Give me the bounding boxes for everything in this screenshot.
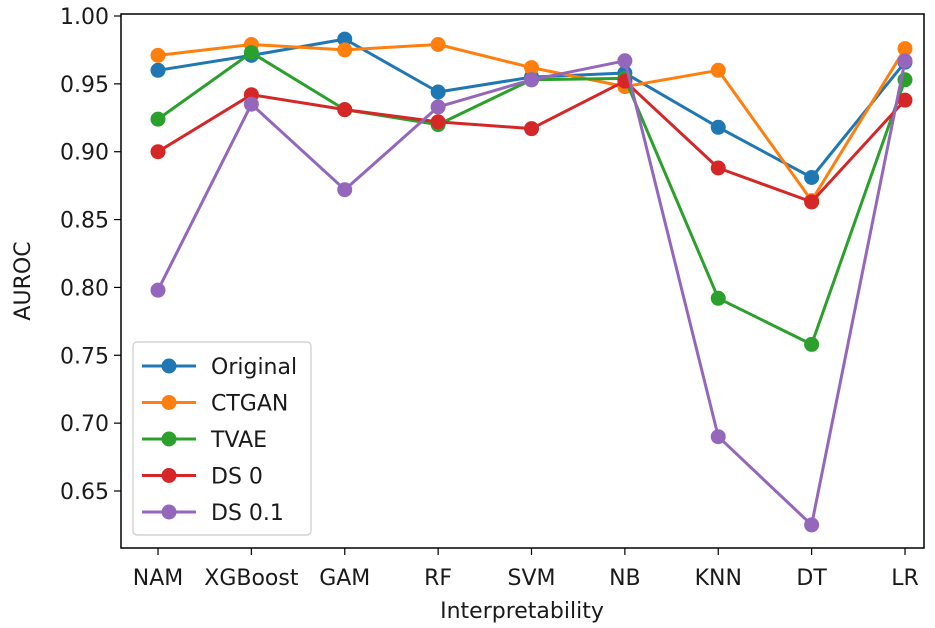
x-tick-label: GAM xyxy=(319,566,370,591)
x-axis-label: Interpretability xyxy=(440,599,604,624)
data-point xyxy=(337,182,353,198)
x-tick-label: LR xyxy=(891,566,919,591)
data-point xyxy=(524,60,539,76)
y-tick-label: 0.65 xyxy=(60,480,109,505)
legend: Original CTGAN TVAE DS 0 DS 0.1 xyxy=(132,341,312,536)
y-tick-label: 0.75 xyxy=(60,344,109,369)
legend-swatch-marker xyxy=(161,395,177,410)
data-point xyxy=(150,282,166,298)
data-point xyxy=(897,92,913,108)
y-tick-label: 0.90 xyxy=(60,141,109,166)
y-tick-label: 0.70 xyxy=(60,412,109,437)
data-point xyxy=(804,336,820,352)
data-point xyxy=(337,31,353,47)
legend-label: DS 0 xyxy=(211,465,263,490)
legend-swatch-marker xyxy=(161,468,177,483)
x-tick-label: XGBoost xyxy=(204,566,299,591)
data-point xyxy=(150,62,166,78)
x-tick-label: NB xyxy=(609,566,641,591)
y-axis-ticks: 0.65 0.70 0.75 0.80 0.85 0.90 0.95 1.00 xyxy=(60,5,121,505)
data-point xyxy=(243,96,259,112)
legend-swatch-marker xyxy=(161,504,177,520)
data-point xyxy=(430,84,446,100)
data-point xyxy=(710,119,726,135)
y-tick-label: 0.95 xyxy=(60,73,109,98)
data-point xyxy=(710,290,726,306)
x-tick-label: NAM xyxy=(133,566,184,591)
series-layer xyxy=(150,31,913,533)
data-point xyxy=(337,102,353,118)
data-point xyxy=(243,45,259,61)
data-point xyxy=(617,53,633,69)
data-point xyxy=(430,37,446,52)
legend-swatch-marker xyxy=(161,358,177,374)
data-point xyxy=(150,144,166,160)
legend-label: Original xyxy=(211,355,297,380)
x-tick-label: KNN xyxy=(695,566,742,591)
series-line xyxy=(157,37,907,179)
legend-frame xyxy=(132,341,312,536)
y-tick-label: 0.80 xyxy=(60,276,109,301)
data-point xyxy=(804,194,820,210)
x-tick-label: RF xyxy=(424,566,452,591)
data-point xyxy=(524,121,539,137)
data-point xyxy=(710,429,726,445)
data-point xyxy=(150,47,166,63)
data-point xyxy=(524,72,539,88)
data-point xyxy=(710,62,726,78)
y-tick-label: 1.00 xyxy=(60,5,109,30)
data-point xyxy=(430,99,446,115)
data-point xyxy=(710,160,726,176)
legend-swatch-marker xyxy=(161,431,177,447)
data-point xyxy=(430,114,446,130)
series-line xyxy=(157,79,907,204)
data-point xyxy=(897,53,913,69)
x-axis-ticks: NAM XGBoost GAM RF SVM NB KNN DT LR xyxy=(133,548,919,591)
data-point xyxy=(804,170,820,185)
data-point xyxy=(897,41,913,57)
legend-label: TVAE xyxy=(210,428,267,453)
data-point xyxy=(150,111,166,127)
data-point xyxy=(337,42,353,58)
y-axis-label: AUROC xyxy=(11,241,36,320)
y-tick-label: 0.85 xyxy=(60,209,109,234)
x-tick-label: SVM xyxy=(508,566,556,591)
legend-label: DS 0.1 xyxy=(211,501,284,526)
data-point xyxy=(804,517,820,533)
legend-label: CTGAN xyxy=(211,392,288,417)
x-tick-label: DT xyxy=(796,566,827,591)
plot-frame xyxy=(120,13,925,549)
